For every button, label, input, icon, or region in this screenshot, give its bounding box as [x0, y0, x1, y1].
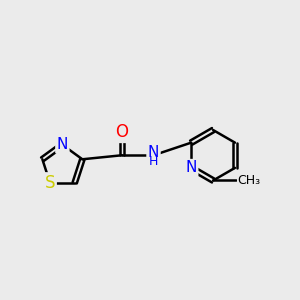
- Text: S: S: [45, 174, 55, 192]
- Text: N: N: [148, 145, 159, 160]
- Text: O: O: [116, 124, 128, 142]
- Text: N: N: [186, 160, 197, 175]
- Text: CH₃: CH₃: [238, 174, 261, 187]
- Text: N: N: [57, 137, 68, 152]
- Text: H: H: [149, 155, 158, 168]
